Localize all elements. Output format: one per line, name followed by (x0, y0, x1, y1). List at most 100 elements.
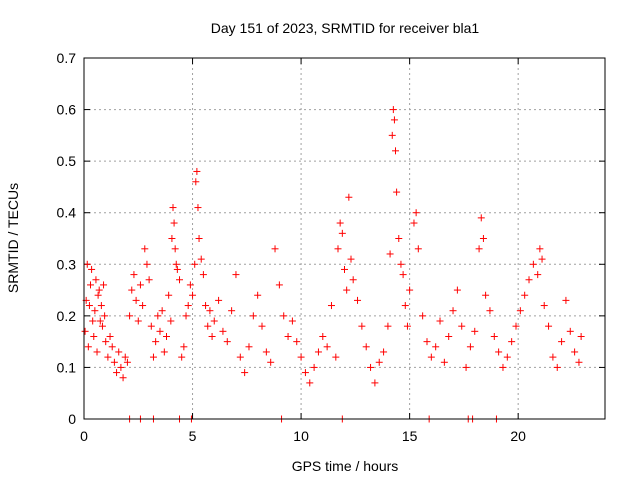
data-point (536, 245, 544, 253)
y-tick-label: 0.3 (57, 256, 77, 272)
data-point (100, 281, 108, 289)
data-point (549, 353, 557, 361)
data-point (545, 322, 553, 330)
data-point (499, 363, 507, 371)
data-point (123, 358, 131, 366)
data-point (284, 332, 292, 340)
data-point (158, 307, 166, 315)
data-point (206, 307, 214, 315)
data-point (219, 327, 227, 335)
data-point (297, 353, 305, 361)
data-point (395, 235, 403, 242)
y-tick-label: 0.4 (57, 205, 77, 221)
data-point (143, 260, 151, 268)
data-point (182, 312, 190, 320)
data-point (119, 374, 127, 382)
data-point (386, 250, 394, 258)
data-point (508, 338, 516, 346)
data-point (115, 348, 123, 356)
data-point (194, 204, 202, 212)
data-point (414, 245, 422, 253)
data-point (410, 219, 418, 227)
data-point (180, 343, 188, 351)
data-point (84, 343, 92, 351)
data-point (267, 358, 275, 366)
data-point (126, 312, 134, 320)
data-point (349, 276, 357, 284)
data-point (90, 332, 98, 340)
data-point (288, 317, 296, 325)
data-point (462, 363, 470, 371)
data-point (134, 317, 142, 325)
data-point (332, 353, 340, 361)
data-point (249, 312, 257, 320)
data-point (88, 265, 96, 273)
data-point (169, 204, 177, 212)
data-point (575, 358, 583, 366)
data-point (343, 286, 351, 294)
data-point (399, 271, 407, 279)
data-point (495, 348, 503, 356)
data-point (412, 209, 420, 217)
data-point (345, 193, 353, 201)
data-point (354, 296, 362, 304)
data-point (130, 271, 138, 279)
x-tick-label: 20 (510, 428, 526, 444)
data-point (191, 260, 199, 268)
data-point (347, 255, 355, 263)
data-point (323, 343, 331, 351)
data-point (458, 322, 466, 330)
data-point (83, 260, 91, 268)
data-point (93, 348, 101, 356)
data-point (406, 286, 414, 294)
data-point (160, 348, 168, 356)
data-point (293, 338, 301, 346)
data-point (241, 369, 249, 377)
data-point (367, 363, 375, 371)
data-point (271, 245, 279, 253)
data-point (210, 317, 218, 325)
data-point (521, 291, 529, 299)
y-axis-label: SRMTID / TECUs (5, 183, 21, 293)
data-point (173, 265, 181, 273)
data-point (136, 281, 144, 289)
data-point (436, 317, 444, 325)
data-point (81, 327, 89, 335)
data-point (92, 276, 100, 284)
data-point (401, 302, 409, 310)
data-point (193, 167, 201, 175)
data-point (98, 322, 106, 330)
x-tick-label: 15 (402, 428, 418, 444)
data-point (427, 353, 435, 361)
data-point (199, 271, 207, 279)
data-point (132, 296, 140, 304)
data-point (87, 281, 95, 289)
data-point (540, 302, 548, 310)
data-point (113, 369, 121, 377)
data-point (529, 260, 537, 268)
data-point (301, 369, 309, 377)
data-point (141, 245, 149, 253)
y-tick-label: 0.7 (57, 50, 77, 66)
data-point (392, 147, 400, 155)
data-point (254, 291, 262, 299)
data-point (154, 312, 162, 320)
data-point (388, 131, 396, 139)
data-point (215, 296, 223, 304)
data-point (101, 312, 109, 320)
plot-frame (83, 57, 606, 420)
data-point (440, 358, 448, 366)
data-point (479, 235, 487, 242)
data-point (534, 271, 542, 279)
data-point (91, 307, 99, 315)
data-point (178, 353, 186, 361)
data-point (168, 235, 176, 242)
data-point (104, 353, 112, 361)
y-tick-label: 0.2 (57, 308, 77, 324)
data-point (393, 188, 401, 196)
x-axis-label: GPS time / hours (292, 458, 399, 474)
data-point (503, 353, 511, 361)
data-point (577, 332, 585, 340)
data-point (110, 358, 118, 366)
data-point (245, 343, 253, 351)
